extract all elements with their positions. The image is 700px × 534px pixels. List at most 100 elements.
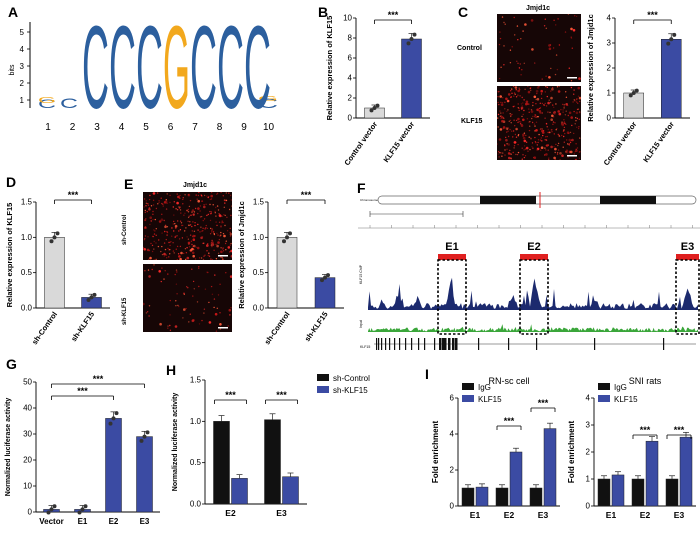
cell-signal [220,226,222,228]
cell-signal [561,154,564,157]
cell-signal [541,112,543,114]
data-point [282,239,286,244]
cell-signal [534,125,536,127]
cell-signal [216,205,219,207]
cell-signal [503,45,505,47]
cell-signal [150,220,152,222]
cell-signal [510,158,512,160]
cell-signal [176,209,179,211]
cell-signal [532,147,534,149]
cell-signal [527,86,529,88]
cell-signal [186,247,188,249]
cell-signal [565,151,567,153]
cell-signal [510,96,512,99]
y-axis-label: Relative expression of Jmjd1c [586,14,595,122]
cell-signal [542,130,545,132]
chart-i-sni: 0 1 2 3 4 Fold enrichment SNI rats E1 E2 E3 *** ***… [567,376,696,520]
cell-signal [527,90,531,94]
cell-signal [521,105,523,107]
cell-signal [179,220,182,222]
cell-signal [576,108,579,111]
cell-signal [210,194,213,198]
scale-bar [218,255,228,257]
chart-b: 0 2 4 6 8 10 Relative expression of KLF15 Contr… [325,10,430,167]
peak-highlight-box [437,259,467,335]
cell-signal [540,146,544,149]
cell-signal [553,133,555,135]
x-tick-label: E2 [225,508,236,518]
cell-signal [506,131,508,133]
cell-signal [509,62,512,64]
cell-signal [578,118,580,120]
cell-signal [155,207,158,210]
data-point [631,91,636,95]
bar [495,487,509,507]
cell-signal [577,95,580,97]
cell-signal [548,47,552,51]
cell-signal [520,103,523,105]
motif-letter-C: C [82,2,109,134]
cell-signal [522,154,524,156]
cell-signal [143,246,145,249]
y-tick-label: 40 [23,404,32,413]
cell-signal [176,201,179,205]
data-point [412,32,417,37]
bar [631,478,645,507]
cell-signal [553,156,556,160]
cell-signal [192,295,194,297]
data-point [92,292,97,297]
bar [661,39,682,119]
motif-letter-C: C [217,2,244,134]
bar [597,478,611,507]
cell-signal [510,153,512,155]
cell-signal [515,136,518,138]
cell-signal [500,66,502,68]
cell-signal [197,223,199,226]
cell-signal [173,252,175,254]
cell-signal [501,16,504,18]
significance-label: *** [68,190,79,200]
cell-signal [187,220,189,222]
cell-signal [190,214,192,216]
cell-signal [220,247,222,249]
cell-signal [523,62,525,64]
cell-signal [174,223,176,225]
legend-swatch [598,395,610,402]
cell-signal [557,110,560,113]
cell-signal [554,147,557,151]
cell-signal [201,200,204,202]
cell-signal [209,219,212,222]
cell-signal [523,139,527,143]
panel-label-e: E [124,176,134,192]
cell-signal [522,102,524,104]
cell-signal [205,224,207,227]
cell-signal [500,103,504,106]
cell-signal [559,135,561,138]
cell-signal [157,245,160,248]
cell-signal [187,216,190,219]
cell-signal [209,213,212,215]
y-tick-label: 3 [607,39,612,48]
cell-signal [176,259,178,260]
exon [452,338,455,350]
cell-signal [573,132,575,135]
cell-signal [149,194,151,197]
cell-signal [497,117,499,119]
data-point [409,37,414,41]
cell-signal [153,248,155,250]
cell-signal [530,109,533,111]
y-tick-label: 1.0 [190,417,202,426]
cell-signal [567,114,569,117]
cell-signal [519,123,522,125]
cell-signal [570,150,573,154]
cell-signal [217,252,220,254]
cell-signal [512,105,514,108]
cell-signal [506,128,509,130]
y-tick-label: 30 [23,430,32,439]
cell-signal [147,204,150,206]
data-point [375,103,380,108]
cell-signal [574,159,577,160]
cell-signal [176,245,179,248]
cell-signal [499,95,502,98]
exon [405,338,407,350]
